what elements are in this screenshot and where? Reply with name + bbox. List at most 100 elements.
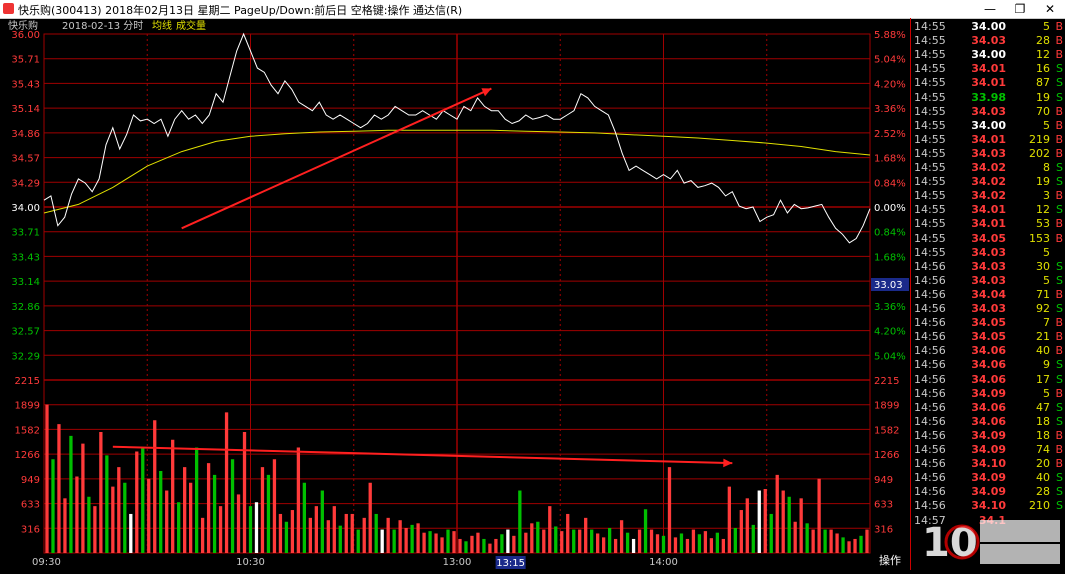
- trade-price: 34.09: [971, 471, 1006, 485]
- trade-price: 34.06: [971, 372, 1006, 386]
- trade-direction: S: [1056, 76, 1063, 90]
- price-tick-label: 34.29: [11, 178, 40, 189]
- trade-volume: 16: [1036, 62, 1050, 76]
- trade-direction: S: [1056, 358, 1063, 372]
- trade-row: 14:55 34.03 5: [911, 246, 1065, 260]
- trade-row: 14:56 34.03 30 S: [911, 260, 1065, 274]
- trade-direction: S: [1056, 414, 1063, 428]
- trade-volume: 87: [1036, 76, 1050, 90]
- trade-direction: S: [1056, 62, 1063, 76]
- minimize-button[interactable]: —: [984, 2, 996, 16]
- intraday-chart-area[interactable]: 快乐购 2018-02-13 分时 均线 成交量 36.00 5.88% 35.71 5.04…: [0, 18, 1065, 570]
- time-cursor-label: 13:15: [496, 558, 525, 569]
- trade-row: 14:56 34.09 40 S: [911, 471, 1065, 485]
- trade-direction: B: [1055, 428, 1063, 442]
- trade-direction: S: [1056, 175, 1063, 189]
- trade-volume: 8: [1043, 161, 1050, 174]
- trade-price: 34.05: [971, 231, 1006, 245]
- trade-price: 34.03: [971, 302, 1006, 315]
- trade-time: 14:56: [914, 316, 946, 330]
- header-date-label: 2018-02-13 分时: [62, 20, 143, 32]
- trade-time: 14:56: [914, 457, 946, 471]
- close-button[interactable]: ✕: [1044, 2, 1056, 16]
- trade-volume: 18: [1036, 414, 1050, 428]
- trade-time: 14:55: [914, 118, 946, 132]
- trade-volume: 47: [1036, 400, 1050, 414]
- percent-tick-label: 5.04%: [874, 55, 906, 66]
- trade-row: 14:56 34.06 47 S: [911, 401, 1065, 415]
- trade-direction: B: [1055, 316, 1063, 330]
- trade-time: 14:55: [914, 189, 946, 203]
- trade-row: 14:55 34.00 5 B: [911, 20, 1065, 34]
- percent-tick-label: 3.36%: [874, 104, 906, 115]
- annotation-arrow-head: [723, 458, 733, 468]
- trade-time: 14:55: [914, 76, 946, 90]
- trade-volume: 5: [1043, 245, 1050, 259]
- trade-price: 34.03: [971, 273, 1006, 287]
- trade-row: 14:55 34.02 8 S: [911, 161, 1065, 175]
- trade-direction: B: [1055, 287, 1063, 301]
- percent-tick-label: 1.68%: [874, 154, 906, 165]
- price-tick-label: 34.57: [11, 154, 40, 165]
- trade-direction: S: [1056, 259, 1063, 273]
- time-tick-label: 14:00: [649, 557, 678, 568]
- price-tick-label: 32.86: [11, 302, 40, 313]
- trade-row: 14:55 34.02 3 B: [911, 189, 1065, 203]
- trade-price: 34.06: [971, 414, 1006, 428]
- trade-time: 14:56: [914, 358, 946, 372]
- trade-volume: 5: [1043, 118, 1050, 132]
- percent-tick-label: 0.84%: [874, 178, 906, 189]
- trade-time: 14:55: [914, 217, 946, 231]
- trade-row: 14:56 34.05 7 B: [911, 316, 1065, 330]
- trade-price: 34.02: [971, 189, 1006, 203]
- trade-volume: 28: [1036, 485, 1050, 499]
- trade-row: 14:55 34.00 12 B: [911, 48, 1065, 62]
- price-tick-label: 34.86: [11, 129, 40, 140]
- time-tick-label: 09:30: [32, 557, 61, 568]
- trade-time: 14:55: [914, 62, 946, 76]
- percent-tick-label: 0.84%: [874, 228, 906, 239]
- price-tick-label: 35.14: [11, 104, 40, 115]
- price-line: [43, 32, 871, 244]
- trade-time: 14:56: [914, 259, 946, 273]
- trade-row: 14:56 34.09 74 B: [911, 443, 1065, 457]
- trade-price: 34.03: [971, 34, 1006, 48]
- trade-volume: 92: [1036, 302, 1050, 315]
- trade-time: 14:55: [914, 161, 946, 174]
- operation-tab[interactable]: 操作: [879, 554, 901, 567]
- trade-row: 14:55 34.00 5 B: [911, 119, 1065, 133]
- trade-price: 34.09: [971, 386, 1006, 400]
- volume-tick-label-right: 316: [874, 524, 893, 535]
- time-tick-label: 13:00: [443, 557, 472, 568]
- trade-row: 14:55 34.01 219 B: [911, 133, 1065, 147]
- trade-volume: 70: [1036, 104, 1050, 118]
- maximize-button[interactable]: ❐: [1014, 2, 1026, 16]
- trade-direction: B: [1055, 132, 1063, 146]
- price-tick-label: 35.71: [11, 55, 40, 66]
- trade-row: 14:56 34.06 9 S: [911, 358, 1065, 372]
- trade-time: 14:55: [914, 20, 946, 33]
- trade-time: 14:57: [914, 513, 946, 527]
- tick-trade-list[interactable]: 14:55 34.00 5 B 14:55 34.03 28 B 14:55 34.00 12 B 14…: [910, 18, 1065, 570]
- trade-volume: 19: [1036, 175, 1050, 189]
- trade-volume: 202: [1029, 146, 1050, 160]
- intraday-chart[interactable]: 快乐购 2018-02-13 分时 均线 成交量 36.00 5.88% 35.71 5.04…: [0, 18, 910, 570]
- trade-time: 14:56: [914, 372, 946, 386]
- trade-volume: 18: [1036, 428, 1050, 442]
- trade-volume: 21: [1036, 330, 1050, 344]
- annotation-arrow-head: [481, 88, 492, 97]
- trade-direction: S: [1056, 90, 1063, 104]
- app-icon: [3, 3, 14, 14]
- trade-volume: 3: [1043, 189, 1050, 203]
- trade-time: 14:56: [914, 287, 946, 301]
- percent-tick-label: 0.00%: [874, 203, 906, 214]
- trade-row: 14:55 34.01 12 S: [911, 203, 1065, 217]
- trade-price: 34.06: [971, 344, 1006, 358]
- trade-volume: 12: [1036, 203, 1050, 217]
- trade-price: 34.00: [971, 118, 1006, 132]
- trade-row: 14:55 33.98 19 S: [911, 91, 1065, 105]
- trade-direction: S: [1056, 161, 1063, 174]
- trade-volume: 219: [1029, 132, 1050, 146]
- trade-volume: 17: [1036, 372, 1050, 386]
- trade-direction: B: [1055, 20, 1063, 33]
